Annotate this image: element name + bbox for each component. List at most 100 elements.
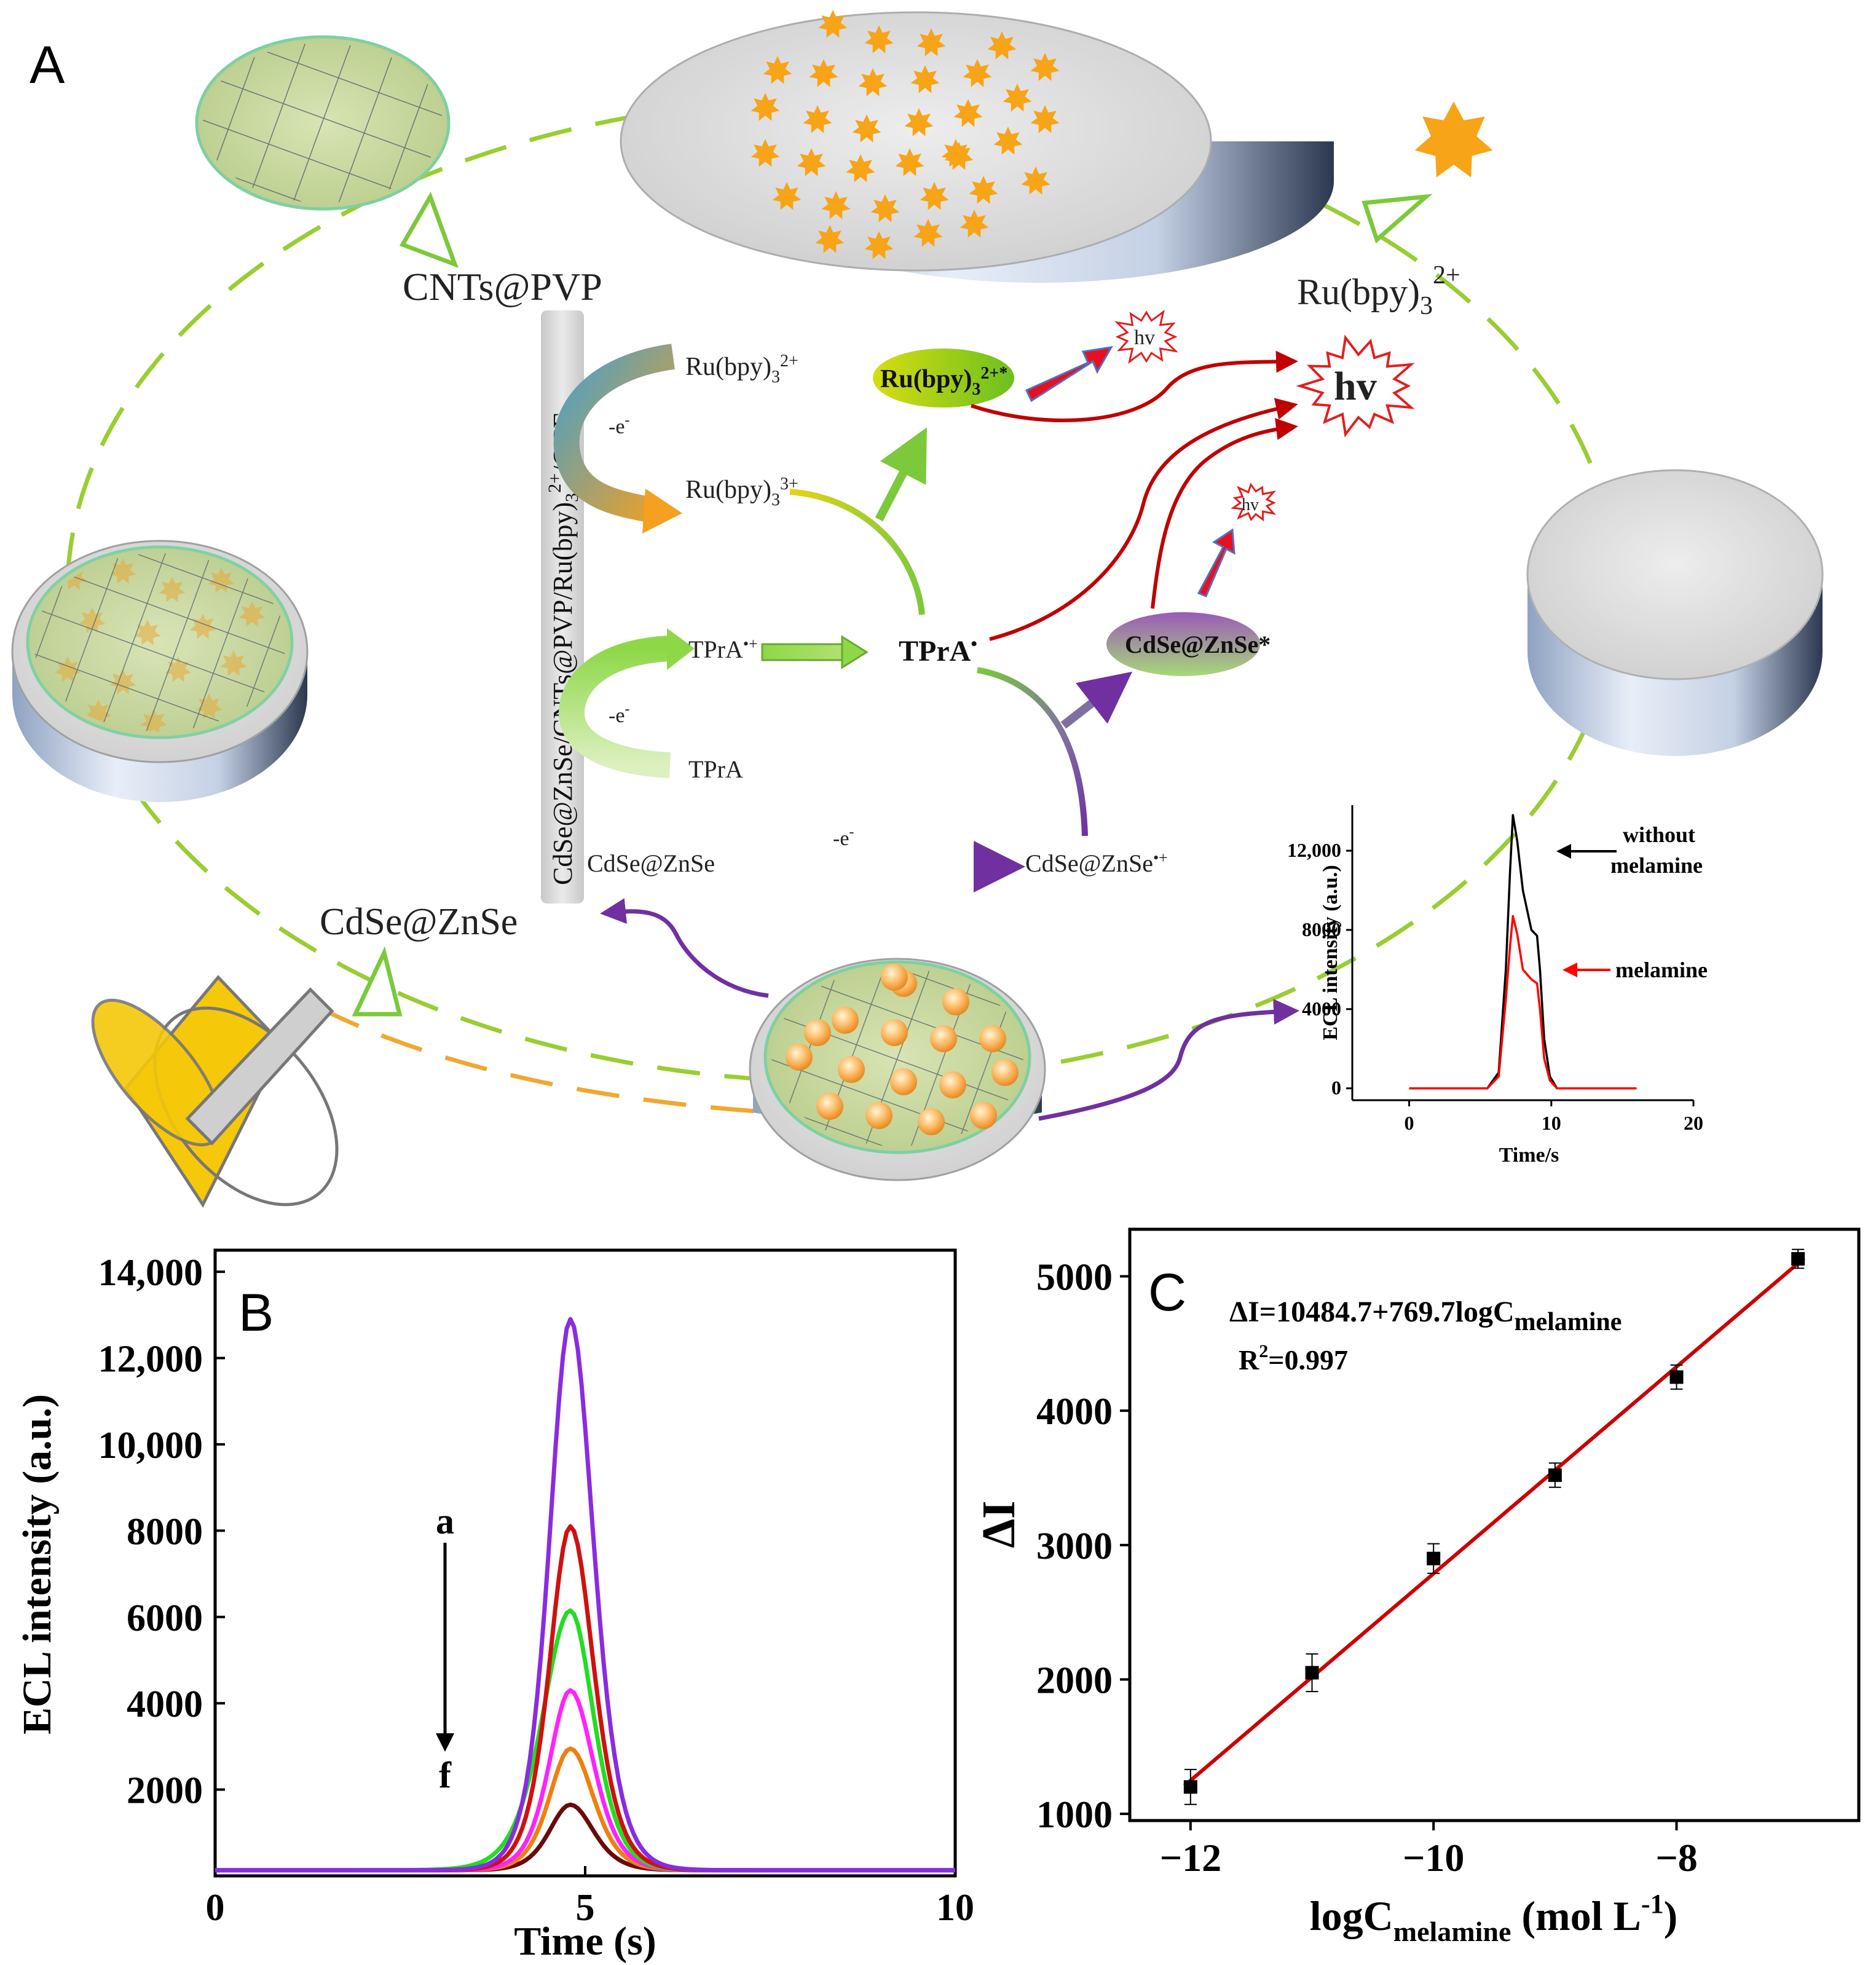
- ru-star-icon: [818, 10, 848, 38]
- cdse-to-hv-curve: [1151, 418, 1298, 609]
- electron-loss-1: -e-: [609, 412, 629, 438]
- ru-star-icon: [809, 59, 838, 87]
- ru3-species: Ru(bpy)33+: [685, 475, 798, 510]
- c-marker: [1305, 1666, 1319, 1680]
- b-y-tick-label: 4000: [127, 1683, 203, 1725]
- deprotonation-arrow-head: [841, 635, 869, 669]
- electrode-to-inset-curve: [1038, 999, 1299, 1121]
- panel-c-frame: [1128, 1227, 1861, 1822]
- panel-b-chart: B ECL intensity (a.u.) Time (s) 0 5 10 2000…: [15, 1248, 974, 1964]
- c-fit-line: [1183, 1256, 1805, 1787]
- ru-star-icon: [803, 105, 832, 133]
- ru-bpy-label: Ru(bpy)32+: [1297, 261, 1460, 320]
- inset-series-without-melamine: [1409, 814, 1637, 1090]
- ru3-tpra-reaction-curve: [789, 489, 925, 615]
- tpra-radical-species: TPrA•: [899, 634, 977, 667]
- panel-b-ylabel: ECL intensity (a.u.): [15, 1394, 60, 1735]
- ru-star-icon: [904, 108, 934, 136]
- quantum-dot-icon: [816, 1093, 843, 1120]
- quantum-dot-icon: [804, 1019, 831, 1046]
- cdse-znse-label: CdSe@ZnSe: [320, 901, 518, 943]
- panel-b-xlabel: Time (s): [514, 1919, 656, 1964]
- ru-star-icon: [852, 114, 881, 143]
- quantum-dot-icon: [930, 1025, 957, 1052]
- ru-star-icon: [916, 28, 946, 57]
- ru-star-icon: [895, 148, 924, 176]
- tpra-cdse-reaction-curve: [977, 667, 1088, 837]
- cdse-species: CdSe@ZnSe: [587, 849, 715, 877]
- c-data-point: [1305, 1653, 1319, 1693]
- inset-label-without-melamine: melamine: [1610, 853, 1703, 878]
- electrode-to-mechanism-curve: [600, 898, 769, 998]
- ru-star-icon: [993, 127, 1023, 155]
- bare-gce-disk: [1526, 469, 1824, 756]
- c-y-tick-label: 4000: [1036, 1391, 1113, 1433]
- b-x-tick-label: 10: [936, 1887, 974, 1929]
- c-x-tick-label: −10: [1403, 1836, 1464, 1880]
- tpra-cation-species: TPrA•+: [688, 635, 758, 663]
- cnt-film-disk: [195, 35, 451, 211]
- ru-star-icon: [953, 99, 983, 127]
- c-data-point: [1548, 1462, 1562, 1488]
- ru-star-icon: [1021, 167, 1050, 195]
- c-marker: [1183, 1780, 1197, 1794]
- hv-burst-small-1: [1114, 309, 1179, 364]
- quantum-dot-icon: [881, 964, 908, 991]
- panel-a-scheme: A CNTs@PVP Ru(bpy)32+: [11, 10, 1824, 1208]
- b-series-e: [215, 1746, 955, 1873]
- hv-burst-large: [1296, 334, 1415, 438]
- inset-x-tick-label: 20: [1684, 1112, 1703, 1134]
- emission-arrow-ru: [1025, 346, 1113, 403]
- b-series-d: [215, 1688, 955, 1873]
- panel-c-chart: C ΔI=10484.7+769.7logCmelamine R2=0.997 …: [973, 1227, 1861, 1947]
- ru-star-icon: [772, 182, 802, 210]
- c-marker: [1669, 1370, 1684, 1384]
- hv-label-large: hv: [1334, 364, 1377, 409]
- ru-star-icon: [864, 25, 894, 53]
- quantum-dot-icon: [979, 1025, 1006, 1052]
- ru-star-icon: [920, 182, 949, 210]
- hv-burst-small-2: [1231, 482, 1277, 522]
- deprotonation-arrow-bar: [761, 643, 843, 661]
- quantum-dot-icon: [832, 1007, 859, 1034]
- c-x-tick-label: −12: [1160, 1836, 1221, 1880]
- ru-star-icon: [815, 225, 845, 253]
- c-y-tick-label: 5000: [1036, 1257, 1113, 1299]
- inset-x-tick-label: 10: [1542, 1112, 1561, 1134]
- cycle-path-orange-segment: [318, 1006, 775, 1115]
- b-y-tick-label: 8000: [127, 1511, 203, 1553]
- b-y-tick-label: 6000: [127, 1597, 203, 1639]
- inset-x-tick-label: 0: [1405, 1112, 1414, 1134]
- regression-equation: ΔI=10484.7+769.7logCmelamine: [1229, 1296, 1622, 1336]
- panel-c-ylabel: ΔI: [973, 1500, 1025, 1548]
- quantum-dot-icon: [942, 988, 969, 1015]
- b-y-tick-label: 2000: [127, 1770, 203, 1812]
- r-squared: R2=0.997: [1239, 1341, 1348, 1376]
- ru-star-icon: [870, 194, 900, 222]
- ru-star-icon: [846, 154, 875, 183]
- tpra-to-hv-curve: [989, 398, 1298, 641]
- to-ru-excited-arrow: [875, 427, 927, 522]
- cnts-pvp-label: CNTs@PVP: [403, 265, 602, 309]
- quantum-dot-icon: [838, 1056, 865, 1083]
- quantum-dot-icon: [786, 1044, 813, 1071]
- qd-modified-electrode: [749, 958, 1046, 1181]
- c-y-tick-label: 3000: [1036, 1526, 1113, 1567]
- quantum-dot-icon: [918, 1108, 945, 1135]
- quantum-dot-icon: [991, 1059, 1019, 1086]
- inset-y-tick-label: 0: [1331, 1077, 1341, 1099]
- cycle-arrow-triangle-2: [1362, 194, 1433, 244]
- ru-star-icon: [1030, 105, 1060, 133]
- quantum-dot-icon: [970, 1102, 997, 1129]
- c-data-point: [1183, 1768, 1197, 1805]
- panel-b-letter: B: [238, 1283, 274, 1342]
- ru-to-hv-curve: [971, 350, 1298, 422]
- cycle-arrow-triangle-1: [399, 191, 459, 268]
- ru-complex-star-icon: [1414, 101, 1493, 178]
- to-cdse-excited-arrow: [1060, 671, 1133, 729]
- ru-star-icon: [1030, 53, 1060, 81]
- electron-loss-3: -e-: [833, 824, 854, 850]
- quantum-dot-icon: [865, 1102, 893, 1129]
- b-series-a: [215, 1317, 955, 1873]
- c-y-tick-label: 2000: [1036, 1660, 1113, 1701]
